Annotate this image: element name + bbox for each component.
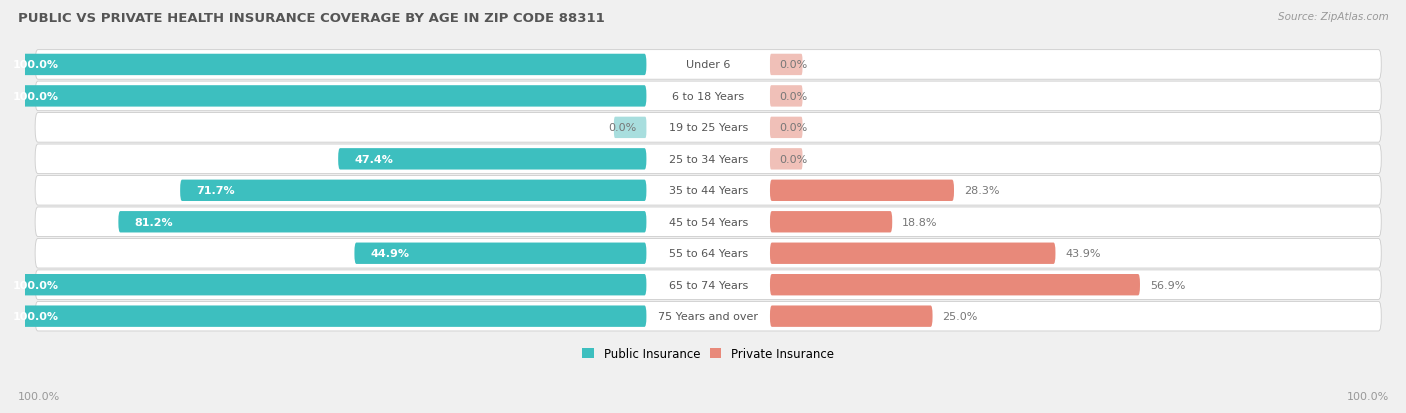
Text: 71.7%: 71.7% xyxy=(197,186,235,196)
Text: 18.8%: 18.8% xyxy=(903,217,938,227)
FancyBboxPatch shape xyxy=(770,274,1140,296)
Text: 100.0%: 100.0% xyxy=(18,391,60,401)
FancyBboxPatch shape xyxy=(770,211,893,233)
Text: 25.0%: 25.0% xyxy=(942,311,977,321)
Text: 100.0%: 100.0% xyxy=(13,311,59,321)
FancyBboxPatch shape xyxy=(180,180,647,202)
Text: 28.3%: 28.3% xyxy=(963,186,1000,196)
FancyBboxPatch shape xyxy=(354,243,647,264)
FancyBboxPatch shape xyxy=(118,211,647,233)
Text: Under 6: Under 6 xyxy=(686,60,730,70)
FancyBboxPatch shape xyxy=(35,82,1381,112)
FancyBboxPatch shape xyxy=(614,117,647,139)
Text: 6 to 18 Years: 6 to 18 Years xyxy=(672,92,744,102)
Text: Source: ZipAtlas.com: Source: ZipAtlas.com xyxy=(1278,12,1389,22)
FancyBboxPatch shape xyxy=(35,301,1381,331)
FancyBboxPatch shape xyxy=(339,149,647,170)
FancyBboxPatch shape xyxy=(770,55,803,76)
FancyBboxPatch shape xyxy=(0,274,647,296)
Text: 0.0%: 0.0% xyxy=(780,92,808,102)
Text: 25 to 34 Years: 25 to 34 Years xyxy=(669,154,748,164)
Text: 44.9%: 44.9% xyxy=(371,249,409,259)
FancyBboxPatch shape xyxy=(35,176,1381,206)
FancyBboxPatch shape xyxy=(770,149,803,170)
Text: 100.0%: 100.0% xyxy=(13,92,59,102)
FancyBboxPatch shape xyxy=(35,207,1381,237)
Text: 55 to 64 Years: 55 to 64 Years xyxy=(669,249,748,259)
Legend: Public Insurance, Private Insurance: Public Insurance, Private Insurance xyxy=(578,342,838,365)
Text: 35 to 44 Years: 35 to 44 Years xyxy=(669,186,748,196)
Text: 75 Years and over: 75 Years and over xyxy=(658,311,758,321)
FancyBboxPatch shape xyxy=(0,55,647,76)
Text: 0.0%: 0.0% xyxy=(780,123,808,133)
FancyBboxPatch shape xyxy=(770,180,955,202)
Text: 47.4%: 47.4% xyxy=(354,154,394,164)
Text: 0.0%: 0.0% xyxy=(609,123,637,133)
FancyBboxPatch shape xyxy=(35,50,1381,80)
FancyBboxPatch shape xyxy=(0,86,647,107)
FancyBboxPatch shape xyxy=(770,243,1056,264)
Text: 100.0%: 100.0% xyxy=(13,280,59,290)
FancyBboxPatch shape xyxy=(35,145,1381,174)
FancyBboxPatch shape xyxy=(35,239,1381,268)
Text: 0.0%: 0.0% xyxy=(780,154,808,164)
FancyBboxPatch shape xyxy=(35,270,1381,300)
Text: 100.0%: 100.0% xyxy=(13,60,59,70)
Text: 0.0%: 0.0% xyxy=(780,60,808,70)
FancyBboxPatch shape xyxy=(770,117,803,139)
FancyBboxPatch shape xyxy=(770,306,932,327)
Text: 45 to 54 Years: 45 to 54 Years xyxy=(669,217,748,227)
Text: 19 to 25 Years: 19 to 25 Years xyxy=(669,123,748,133)
FancyBboxPatch shape xyxy=(35,113,1381,143)
Text: 81.2%: 81.2% xyxy=(135,217,173,227)
Text: 43.9%: 43.9% xyxy=(1066,249,1101,259)
Text: 56.9%: 56.9% xyxy=(1150,280,1185,290)
FancyBboxPatch shape xyxy=(0,306,647,327)
Text: 65 to 74 Years: 65 to 74 Years xyxy=(669,280,748,290)
Text: 100.0%: 100.0% xyxy=(1347,391,1389,401)
Text: PUBLIC VS PRIVATE HEALTH INSURANCE COVERAGE BY AGE IN ZIP CODE 88311: PUBLIC VS PRIVATE HEALTH INSURANCE COVER… xyxy=(18,12,605,25)
FancyBboxPatch shape xyxy=(770,86,803,107)
